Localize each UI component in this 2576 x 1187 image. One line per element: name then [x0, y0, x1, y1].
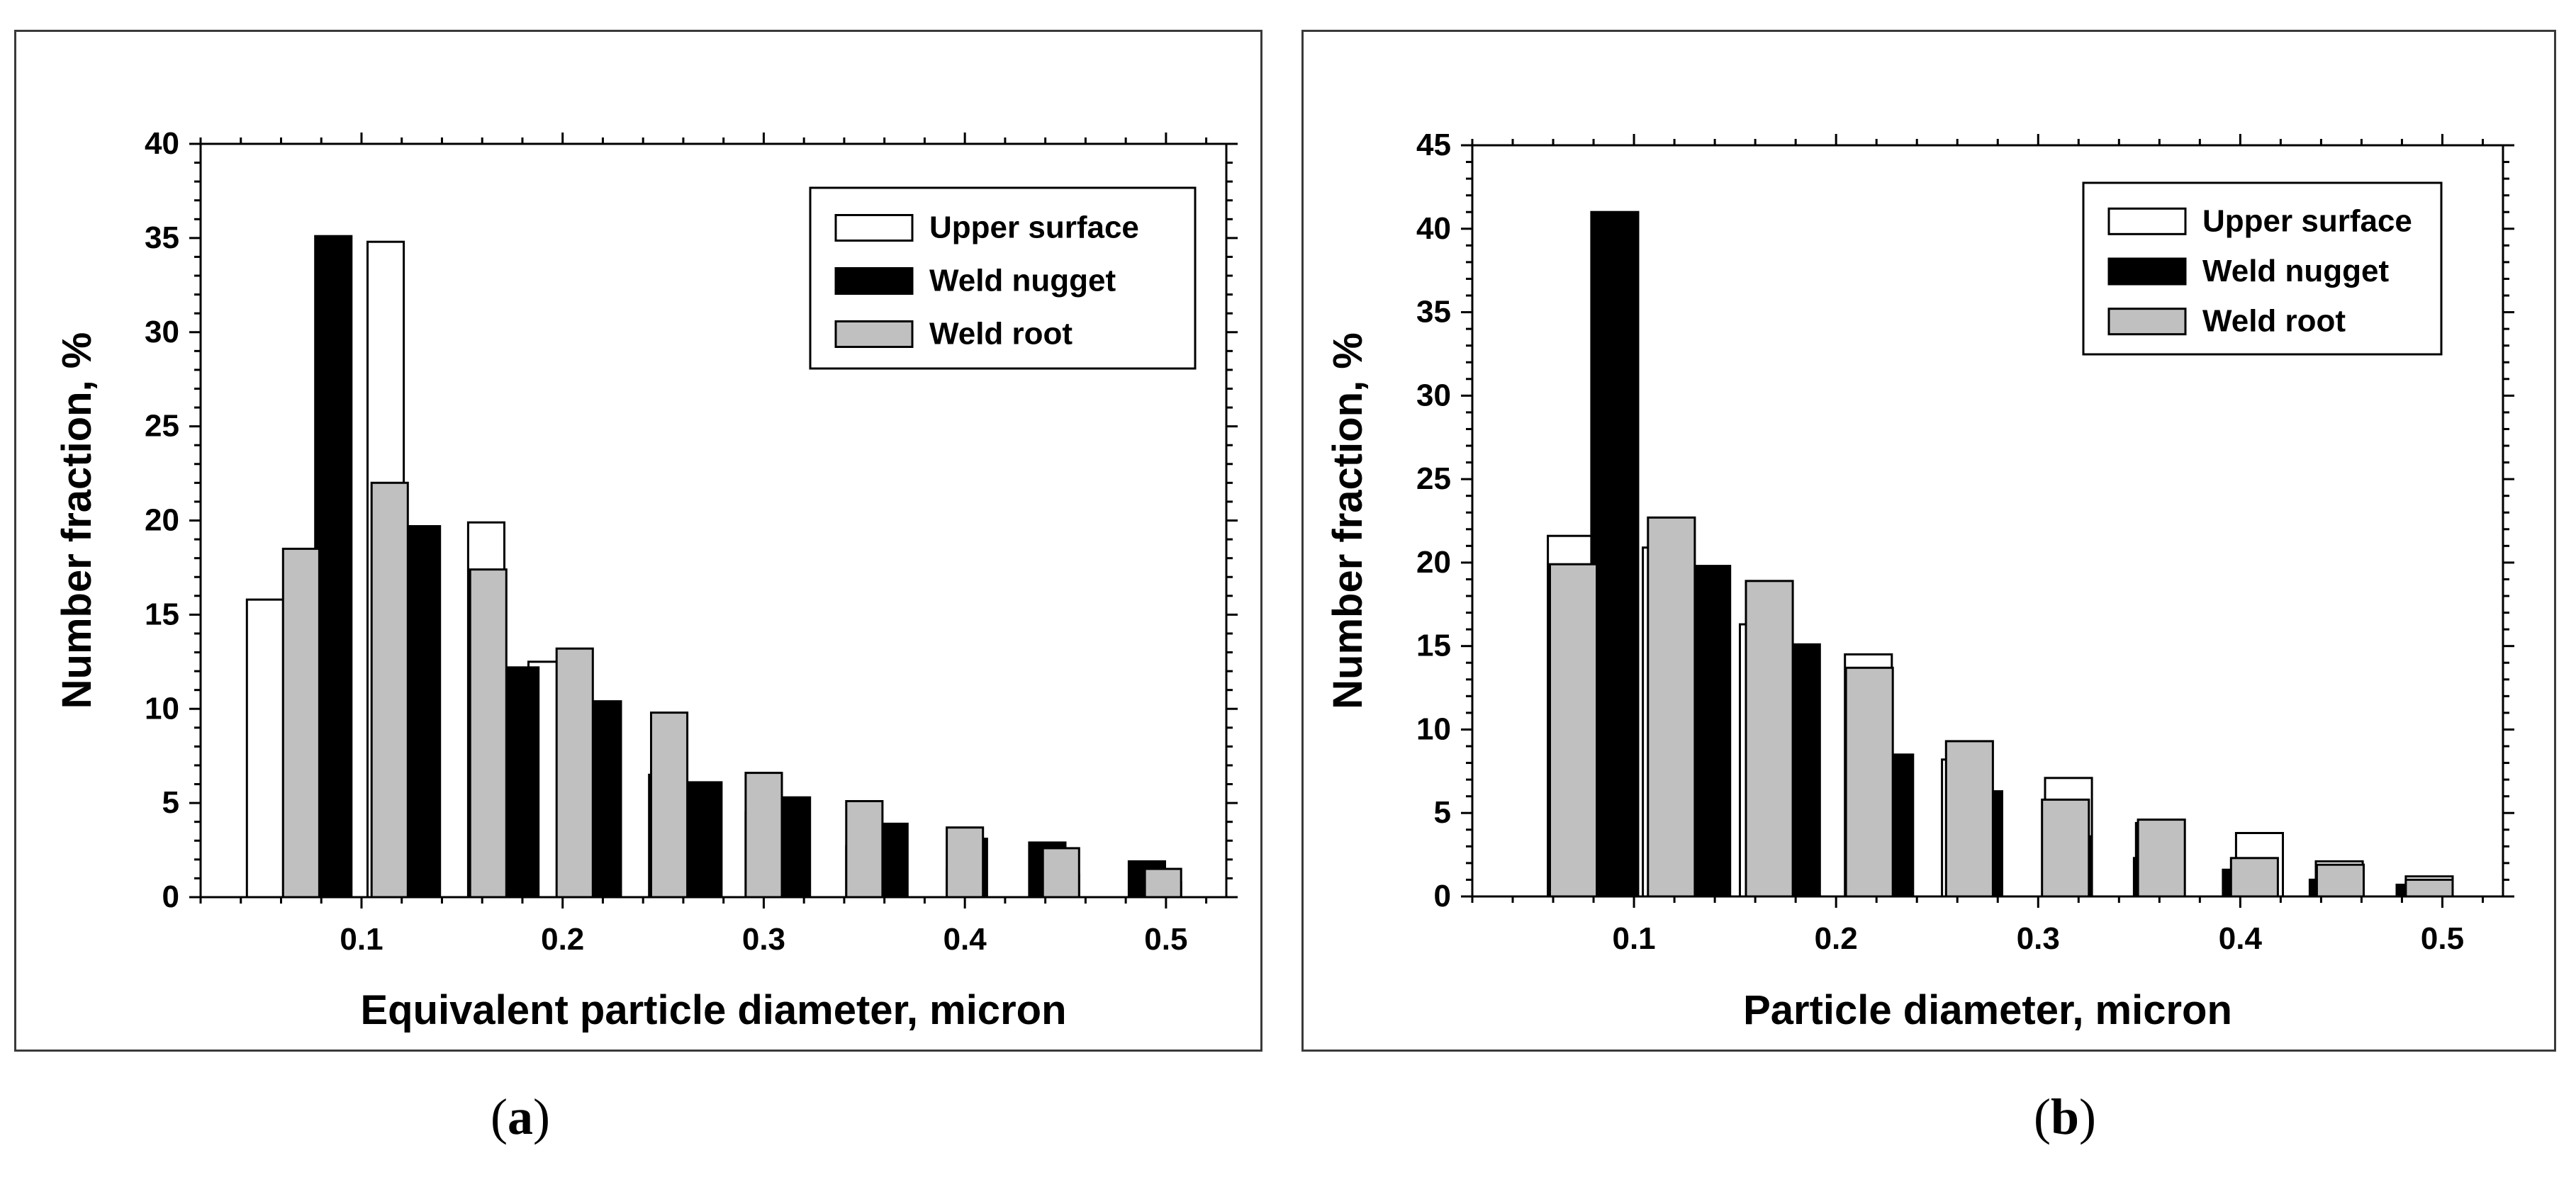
bar-root-4 — [1944, 740, 1994, 898]
y-tick-label: 35 — [1416, 295, 1451, 330]
bar-root-8 — [1041, 847, 1080, 899]
legend: Upper surface Weld nugget Weld root — [2082, 181, 2443, 356]
bar-root-8 — [2315, 863, 2365, 898]
x-tick-label: 0.1 — [1612, 921, 1655, 956]
bar-nugget-2 — [501, 666, 540, 899]
legend-label-root: Weld root — [929, 317, 1073, 351]
y-tick-label: 15 — [145, 597, 179, 631]
y-axis-label: Number fraction, % — [1325, 332, 1371, 709]
series-root — [1549, 516, 2454, 898]
y-tick-label: 10 — [1416, 711, 1451, 746]
y-tick-label: 30 — [145, 315, 179, 349]
bar-root-5 — [2041, 798, 2090, 898]
y-tick-label: 20 — [1416, 545, 1451, 580]
x-tick-label: 0.5 — [2421, 921, 2464, 956]
y-tick-label: 25 — [145, 409, 179, 444]
x-tick-label: 0.3 — [742, 922, 785, 957]
bar-root-1 — [1647, 516, 1696, 898]
bar-root-4 — [650, 711, 689, 899]
bar-root-0 — [281, 547, 320, 899]
legend-swatch-nugget — [2107, 257, 2187, 286]
x-tick-label: 0.3 — [2017, 921, 2060, 956]
legend: Upper surface Weld nugget Weld root — [809, 186, 1197, 370]
bar-root-6 — [2137, 818, 2186, 898]
chart-a: 0 5 10 15 20 25 30 35 40 0.1 0.2 0.3 0.4 0.5 Equivalen… — [54, 126, 1238, 1033]
x-tick-label: 0.2 — [1815, 921, 1858, 956]
bar-root-2 — [1745, 580, 1794, 898]
legend-label-upper: Upper surface — [2202, 203, 2412, 238]
bar-root-9 — [2404, 878, 2454, 898]
x-tick-label: 0.5 — [1144, 922, 1187, 957]
y-tick-label: 20 — [145, 503, 179, 538]
bar-nugget-4 — [684, 781, 723, 899]
legend-swatch-upper — [2107, 207, 2187, 235]
x-tick-label: 0.4 — [2219, 921, 2263, 956]
plot-frame — [1471, 144, 2504, 898]
bar-root-5 — [744, 772, 783, 899]
y-tick-label: 35 — [145, 220, 179, 255]
legend-swatch-root — [834, 320, 914, 348]
y-axis-label: Number fraction, % — [54, 332, 100, 709]
legend-swatch-nugget — [834, 267, 914, 295]
caption-a: (a) — [491, 1088, 550, 1145]
legend-label-root: Weld root — [2202, 304, 2346, 339]
bar-root-9 — [1143, 867, 1182, 899]
y-tick-label: 40 — [145, 126, 179, 161]
y-tick-label: 0 — [162, 879, 179, 914]
bar-nugget-1 — [403, 525, 442, 899]
bar-root-0 — [1549, 563, 1598, 898]
caption-b-letter: b — [2050, 1088, 2080, 1145]
caption-a-letter: a — [507, 1088, 533, 1145]
x-axis-label: Equivalent particle diameter, micron — [361, 987, 1067, 1033]
y-tick-label: 25 — [1416, 461, 1451, 496]
x-tick-label: 0.2 — [541, 922, 584, 957]
caption-b: (b) — [2034, 1088, 2097, 1145]
bar-root-7 — [946, 826, 985, 899]
bar-upper-0 — [245, 598, 284, 899]
x-axis-label: Particle diameter, micron — [1743, 987, 2232, 1033]
bar-nugget-0 — [314, 235, 353, 899]
bar-nugget-0 — [1590, 210, 1640, 898]
x-tick-label: 0.4 — [943, 922, 987, 957]
y-tick-label: 15 — [1416, 629, 1451, 663]
bar-root-7 — [2229, 857, 2279, 898]
chart-panel-b: 0 5 10 15 20 25 30 35 40 45 0.1 0.2 0.3 0.4 0.5 Particl… — [1301, 30, 2556, 1052]
chart-b: 0 5 10 15 20 25 30 35 40 45 0.1 0.2 0.3 0.4 0.5 Particl… — [1325, 128, 2514, 1033]
x-tick-label: 0.1 — [340, 922, 383, 957]
legend-swatch-root — [2107, 308, 2187, 336]
bar-root-1 — [370, 481, 409, 899]
y-tick-label: 5 — [162, 785, 179, 820]
y-tick-label: 30 — [1416, 378, 1451, 412]
y-tick-label: 5 — [1434, 795, 1451, 830]
bar-root-2 — [469, 568, 508, 899]
chart-panel-a: 0 5 10 15 20 25 30 35 40 0.1 0.2 0.3 0.4 0.5 Equivalen… — [14, 30, 1262, 1052]
bar-root-6 — [845, 800, 884, 899]
y-tick-label: 0 — [1434, 879, 1451, 913]
series-root — [281, 481, 1182, 899]
y-tick-label: 10 — [145, 691, 179, 726]
legend-label-nugget: Weld nugget — [929, 264, 1116, 298]
legend-label-upper: Upper surface — [929, 210, 1139, 245]
bar-root-3 — [1844, 666, 1894, 898]
y-tick-label: 45 — [1416, 128, 1451, 162]
legend-swatch-upper — [834, 214, 914, 242]
legend-label-nugget: Weld nugget — [2202, 254, 2390, 288]
bar-root-3 — [555, 647, 594, 899]
y-tick-label: 40 — [1416, 211, 1451, 246]
